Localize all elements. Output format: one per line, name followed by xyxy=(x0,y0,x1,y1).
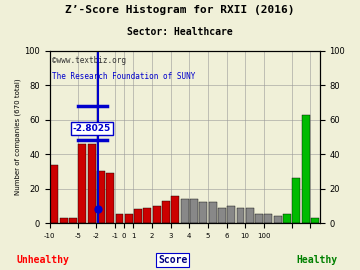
Bar xyxy=(97,171,105,223)
Bar xyxy=(292,178,300,223)
Bar xyxy=(69,218,77,223)
Text: Healthy: Healthy xyxy=(296,255,337,265)
Bar xyxy=(311,218,319,223)
Text: Unhealthy: Unhealthy xyxy=(17,255,69,265)
Bar xyxy=(106,173,114,223)
Text: ©www.textbiz.org: ©www.textbiz.org xyxy=(53,56,126,65)
Bar xyxy=(153,206,161,223)
Bar xyxy=(283,214,291,223)
Bar xyxy=(199,202,207,223)
Bar xyxy=(302,114,310,223)
Bar xyxy=(246,208,254,223)
Bar xyxy=(237,208,244,223)
Y-axis label: Number of companies (670 total): Number of companies (670 total) xyxy=(15,79,22,195)
Bar xyxy=(274,216,282,223)
Text: Z’-Score Histogram for RXII (2016): Z’-Score Histogram for RXII (2016) xyxy=(65,5,295,15)
Bar xyxy=(181,199,189,223)
Bar xyxy=(264,214,272,223)
Bar xyxy=(134,209,142,223)
Bar xyxy=(255,214,263,223)
Bar xyxy=(87,144,95,223)
Bar xyxy=(218,208,226,223)
Bar xyxy=(60,218,68,223)
Bar xyxy=(171,195,179,223)
Bar xyxy=(116,214,123,223)
Bar xyxy=(50,164,58,223)
Bar xyxy=(125,214,133,223)
Text: Score: Score xyxy=(158,255,188,265)
Bar xyxy=(208,202,216,223)
Text: The Research Foundation of SUNY: The Research Foundation of SUNY xyxy=(53,72,196,80)
Bar xyxy=(190,199,198,223)
Text: Sector: Healthcare: Sector: Healthcare xyxy=(127,27,233,37)
Bar xyxy=(227,206,235,223)
Text: -2.8025: -2.8025 xyxy=(72,124,111,133)
Bar xyxy=(78,144,86,223)
Bar xyxy=(144,208,152,223)
Bar xyxy=(162,201,170,223)
